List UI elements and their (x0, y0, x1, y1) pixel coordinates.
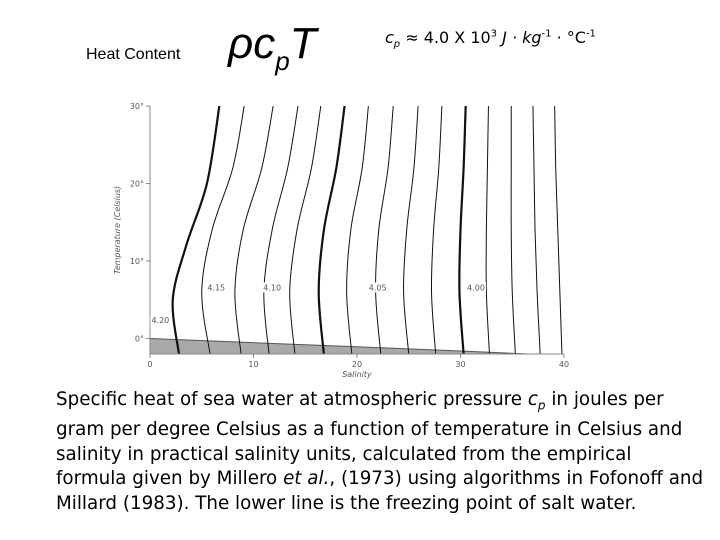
x-tick-label: 0 (147, 360, 152, 369)
y-axis-label: Temperature (Celsius) (113, 186, 122, 274)
cp-p-subscript: p (393, 39, 401, 51)
specific-heat-approximation: cp ≈ 4.0 X 103 J · kg-1 · °C-1 (385, 28, 596, 50)
cp-exp-neg1-b: -1 (585, 28, 596, 40)
figure-caption: Specific heat of sea water at atmospheri… (56, 388, 706, 517)
cp-unit-c: · °C (551, 28, 586, 47)
y-tick-label: 10° (130, 257, 144, 266)
x-tick-label: 20 (352, 360, 362, 369)
cp-exp3: 3 (490, 28, 498, 40)
contour-line-4-13 (375, 106, 394, 354)
y-tick-label: 20° (130, 180, 144, 189)
caption-part1: Specific heat of sea water at atmospheri… (56, 389, 528, 410)
cp-exp-neg1-a: -1 (541, 28, 552, 40)
contour-line-4-09 (485, 106, 490, 354)
formula-rho: ρ (228, 19, 254, 68)
heat-content-label: Heat Content (86, 46, 181, 63)
contour-line-4-12 (403, 106, 419, 354)
contour-line-4-18 (234, 106, 274, 354)
contour-label-bg (206, 282, 227, 293)
contour-label-bg (466, 282, 487, 293)
contour-line-4-06 (554, 106, 563, 354)
x-tick-label: 40 (559, 360, 569, 369)
contour-line-4-17 (263, 106, 299, 354)
contour-line-4-16 (289, 106, 322, 354)
contour-line-4-20 (171, 106, 221, 354)
freezing-region (150, 338, 564, 354)
contour-line-4-15 (317, 106, 346, 354)
contour-label: 4.20 (151, 316, 169, 325)
heat-content-formula: ρcpT (228, 19, 317, 75)
contour-label-bg (367, 282, 388, 293)
caption-part3: , (1973) using algorithms in Fofonoff an… (56, 468, 704, 515)
contour-line-4-07 (532, 106, 541, 354)
contour-line-4-19 (201, 106, 245, 354)
contour-label: 4.10 (263, 283, 281, 292)
contour-line-4-08 (510, 106, 516, 354)
contour-label: 4.15 (207, 283, 225, 292)
contour-label: 4.05 (369, 283, 387, 292)
cp-approx-value: ≈ 4.0 X 10 (400, 28, 491, 47)
x-axis-label: Salinity (342, 370, 372, 379)
caption-cp-p: p (537, 398, 546, 413)
contour-label-bg (150, 315, 171, 325)
formula-T: T (289, 19, 317, 68)
contour-line-4-05 (576, 106, 579, 339)
caption-part2: in joules per gram per degree Celsius as… (56, 389, 683, 490)
freezing-point-line (150, 338, 540, 354)
formula-c: c (253, 19, 276, 68)
contour-line-4-11 (430, 106, 443, 354)
y-tick-label: 30° (130, 102, 144, 111)
cp-unit-j: J · kg (497, 28, 542, 47)
y-tick-label: 0° (135, 335, 144, 344)
cp-c: c (385, 28, 394, 47)
x-tick-label: 10 (248, 360, 258, 369)
specific-heat-chart: 0 10 20 30 40 0° 10° 20° 30° 4.20 4.15 4.10 4.05 4.0… (113, 102, 579, 379)
contour-label: 4.00 (467, 283, 485, 292)
caption-cp-c: c (527, 389, 538, 410)
contour-line-4-10 (458, 106, 467, 354)
x-tick-label: 30 (455, 360, 465, 369)
caption-et-al: et al. (283, 468, 330, 490)
contour-label-bg (262, 282, 283, 293)
contour-line-4-14 (346, 106, 369, 354)
formula-p-subscript: p (275, 46, 290, 76)
